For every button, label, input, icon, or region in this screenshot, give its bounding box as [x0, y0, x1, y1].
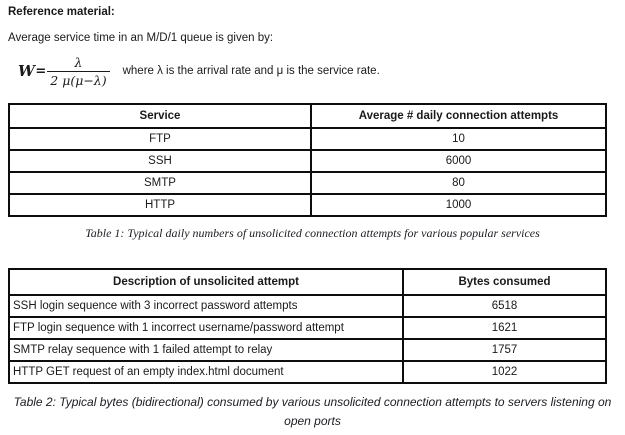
- table-header-row: Description of unsolicited attempt Bytes…: [8, 268, 607, 296]
- table-cell-attempts: 10: [310, 127, 607, 151]
- formula-lhs: W: [18, 62, 36, 80]
- table-cell-bytes: 1757: [402, 338, 607, 362]
- table-cell-bytes: 1621: [402, 316, 607, 340]
- page-title: Reference material:: [8, 6, 115, 18]
- table2-header-description: Description of unsolicited attempt: [8, 268, 404, 296]
- table1-header-service: Service: [8, 103, 312, 129]
- table-cell-bytes: 6518: [402, 294, 607, 318]
- table-cell-description: HTTP GET request of an empty index.html …: [8, 360, 404, 384]
- table-header-row: Service Average # daily connection attem…: [8, 103, 607, 129]
- table-row: FTP login sequence with 1 incorrect user…: [8, 316, 607, 340]
- table2-caption: Table 2: Typical bytes (bidirectional) c…: [13, 395, 612, 428]
- table-cell-bytes: 1022: [402, 360, 607, 384]
- table-cell-description: SMTP relay sequence with 1 failed attemp…: [8, 338, 404, 362]
- table1-caption: Table 1: Typical daily numbers of unsoli…: [85, 226, 540, 240]
- formula-numerator: λ: [74, 54, 83, 70]
- table-cell-attempts: 1000: [310, 193, 607, 217]
- table-cell-service: FTP: [8, 127, 312, 151]
- intro-text: Average service time in an M/D/1 queue i…: [8, 32, 274, 44]
- mdl-queue-formula: W = λ 2 μ(μ−λ) where λ is the arrival rat…: [18, 52, 617, 90]
- table-row: SMTP 80: [8, 171, 607, 195]
- table-cell-service: HTTP: [8, 193, 312, 217]
- table-cell-description: SSH login sequence with 3 incorrect pass…: [8, 294, 404, 318]
- table-cell-attempts: 6000: [310, 149, 607, 173]
- table2-header-bytes: Bytes consumed: [402, 268, 607, 296]
- table-cell-attempts: 80: [310, 171, 607, 195]
- table-cell-description: FTP login sequence with 1 incorrect user…: [8, 316, 404, 340]
- table-row: HTTP GET request of an empty index.html …: [8, 360, 607, 384]
- formula-denominator: 2 μ(μ−λ): [47, 70, 110, 88]
- table1-header-attempts: Average # daily connection attempts: [310, 103, 607, 129]
- table-cell-service: SSH: [8, 149, 312, 173]
- formula-equals: =: [35, 63, 47, 79]
- formula-fraction: λ 2 μ(μ−λ): [47, 54, 110, 88]
- table-bytes-consumed: Description of unsolicited attempt Bytes…: [8, 268, 607, 384]
- table-row: SMTP relay sequence with 1 failed attemp…: [8, 338, 607, 362]
- table-cell-service: SMTP: [8, 171, 312, 195]
- table-row: SSH login sequence with 3 incorrect pass…: [8, 294, 607, 318]
- table-row: HTTP 1000: [8, 193, 607, 217]
- table-connection-attempts: Service Average # daily connection attem…: [8, 103, 607, 217]
- table-row: SSH 6000: [8, 149, 607, 173]
- table-row: FTP 10: [8, 127, 607, 151]
- formula-explanation: where λ is the arrival rate and μ is the…: [122, 65, 380, 77]
